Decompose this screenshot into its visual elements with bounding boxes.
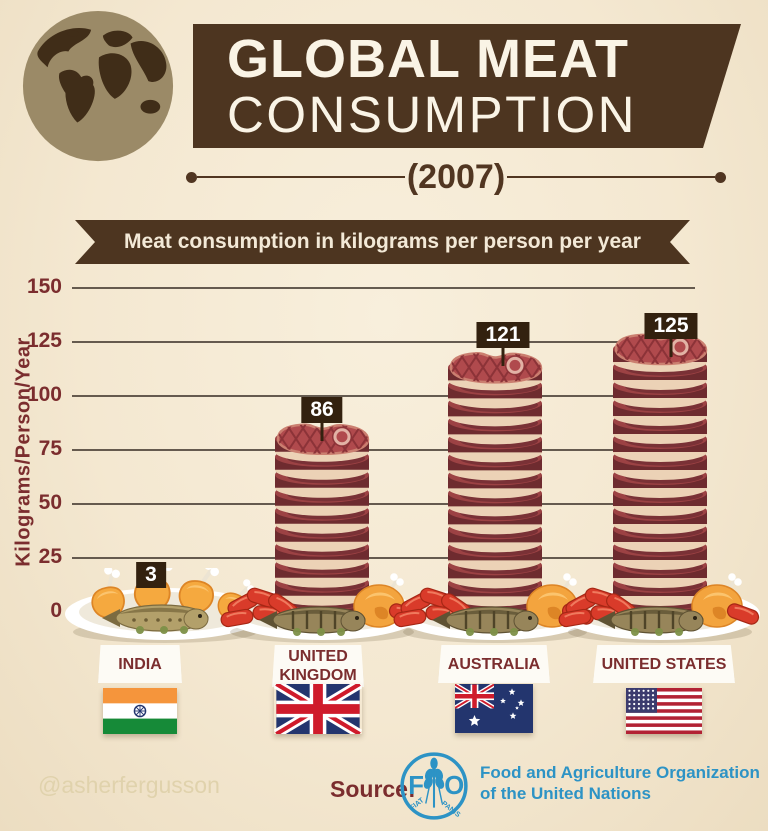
gridline-25 [72, 557, 695, 559]
source-organization-line2: of the United Nations [480, 784, 651, 803]
value-tag-united-kingdom: 86 [301, 397, 343, 424]
svg-text:O: O [444, 772, 464, 800]
watermark: @asherfergusson [38, 772, 220, 798]
value-tag-india: 3 [136, 562, 166, 588]
fao-logo-icon: F O FIAT PANIS [400, 752, 468, 820]
value-tag-united-states: 125 [644, 313, 698, 339]
year-label: (2007) [406, 158, 506, 196]
y-tick-label: 25 [38, 545, 62, 568]
gridline-75 [72, 449, 695, 451]
y-tick-label: 50 [38, 491, 62, 514]
year-row: (2007) [186, 158, 726, 196]
svg-text:F: F [408, 772, 424, 800]
chart-area: Kilograms/Person/Year 0 25 50 75 100 125 150 3 [0, 270, 768, 650]
plate-food [558, 573, 760, 636]
bar-australia [445, 336, 545, 624]
divider-dot-left [186, 171, 197, 183]
divider-rule-left [197, 176, 405, 178]
page-subtitle: CONSUMPTION [227, 86, 637, 143]
value-tag-australia: 121 [476, 321, 530, 348]
plate-food-sausages-roast-fish [390, 568, 600, 653]
steak-stack [448, 351, 543, 624]
subtitle-text: Meat consumption in kilograms per person… [124, 230, 641, 253]
divider-dot-right [715, 171, 726, 183]
subtitle-ribbon: Meat consumption in kilograms per person… [75, 220, 690, 264]
page-title: GLOBAL MEAT [227, 29, 629, 89]
flag-united-kingdom-icon [273, 679, 363, 739]
source-organization: Food and Agriculture Organization of the… [480, 762, 760, 804]
y-tick-label: 75 [38, 437, 62, 460]
y-tick-label: 0 [50, 599, 62, 622]
value-tag-pin [320, 421, 324, 442]
flag-australia-icon [455, 684, 533, 733]
value-tag-pin [501, 345, 505, 366]
country-card-united-kingdom: UNITED KINGDOM [272, 645, 364, 687]
plate-food-sausages-roast-fish [555, 568, 765, 653]
flag-india-icon [103, 688, 177, 734]
gridline-50 [72, 503, 695, 505]
gridline-125 [72, 341, 695, 343]
globe-icon [22, 10, 174, 162]
y-tick-label: 150 [26, 275, 62, 298]
country-card-india: INDIA [98, 645, 182, 683]
country-card-australia: AUSTRALIA [438, 645, 550, 683]
value-tag-pin [669, 337, 673, 357]
source-organization-line1: Food and Agriculture Organization [480, 763, 760, 782]
gridline-100 [72, 395, 695, 397]
y-tick-label: 100 [26, 383, 62, 406]
title-banner: GLOBAL MEAT CONSUMPTION [193, 24, 741, 148]
flag-united-states-icon [626, 688, 702, 734]
plate-food [393, 573, 595, 636]
divider-rule-right [507, 176, 715, 178]
gridline-150 [72, 287, 695, 289]
y-tick-label: 125 [26, 329, 62, 352]
country-card-united-states: UNITED STATES [593, 645, 735, 683]
